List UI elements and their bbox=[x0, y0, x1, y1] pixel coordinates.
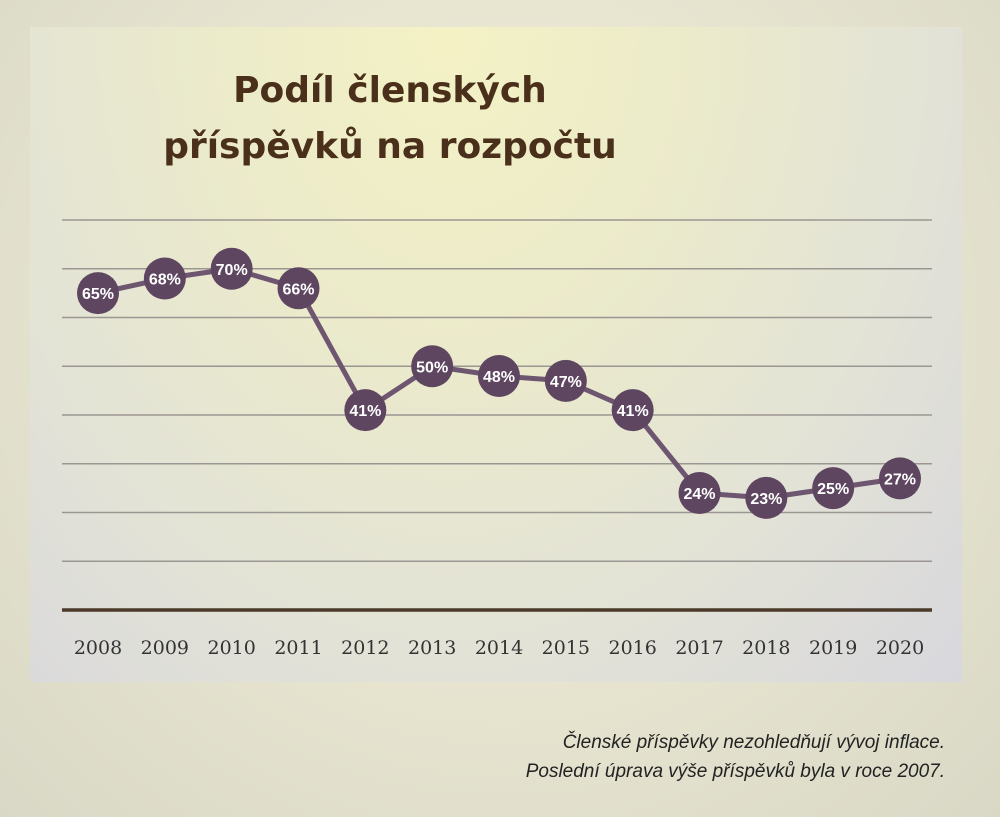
data-point-marker bbox=[745, 476, 788, 519]
data-label: 23% bbox=[750, 491, 782, 508]
x-tick-label: 2012 bbox=[341, 637, 389, 659]
data-label: 50% bbox=[416, 359, 448, 376]
x-tick-label: 2008 bbox=[74, 637, 122, 659]
data-label: 68% bbox=[149, 272, 181, 289]
data-point-marker bbox=[210, 247, 253, 290]
data-point-marker bbox=[277, 267, 320, 310]
x-tick-label: 2018 bbox=[742, 637, 790, 659]
data-label: 25% bbox=[817, 481, 849, 498]
data-point-marker bbox=[143, 257, 186, 300]
data-label: 70% bbox=[216, 262, 248, 279]
chart-title: Podíl členských příspěvků na rozpočtu bbox=[163, 70, 617, 167]
data-label: 47% bbox=[550, 374, 582, 391]
data-point-marker bbox=[879, 457, 921, 500]
data-label: 41% bbox=[617, 403, 649, 420]
data-point-marker bbox=[611, 389, 654, 432]
x-tick-label: 2014 bbox=[475, 637, 523, 659]
data-label: 65% bbox=[82, 286, 114, 303]
data-point-marker bbox=[544, 359, 587, 402]
data-label: 41% bbox=[349, 403, 381, 420]
x-tick-label: 2015 bbox=[542, 637, 590, 659]
data-point-marker bbox=[478, 355, 520, 397]
data-label: 48% bbox=[483, 369, 515, 386]
footnote-line-2: Poslední úprava výše příspěvků byla v ro… bbox=[525, 761, 945, 782]
footnote: Členské příspěvky nezohledňují vývoj inf… bbox=[385, 728, 945, 786]
data-point-marker bbox=[344, 389, 387, 432]
x-tick-label: 2010 bbox=[207, 637, 255, 659]
grid-lines bbox=[62, 219, 932, 612]
x-tick-label: 2011 bbox=[274, 637, 322, 659]
data-label: 66% bbox=[282, 281, 314, 298]
data-label: 24% bbox=[683, 486, 715, 503]
data-point-marker bbox=[812, 467, 855, 510]
x-tick-label: 2017 bbox=[675, 637, 723, 659]
data-point-marker bbox=[77, 272, 119, 315]
x-tick-label: 2019 bbox=[809, 637, 857, 659]
data-points: 65% 68% 70% 66% 41% 50% 48% 47% 41% 24% 23% 25% 27% bbox=[77, 247, 921, 519]
x-tick-label: 2016 bbox=[608, 637, 656, 659]
footnote-line-1: Členské příspěvky nezohledňují vývoj inf… bbox=[562, 732, 945, 753]
x-tick-label: 2013 bbox=[408, 637, 456, 659]
slide-panel: Podíl členských příspěvků na rozpočtu bbox=[30, 27, 962, 682]
x-tick-label: 2009 bbox=[141, 637, 189, 659]
data-label: 27% bbox=[884, 471, 916, 488]
data-point-marker bbox=[411, 345, 454, 388]
data-point-marker bbox=[678, 472, 721, 514]
x-axis-ticks: 2008 2009 2010 2011 2012 2013 2014 2015 2016 2017… bbox=[74, 637, 924, 659]
x-tick-label: 2020 bbox=[876, 637, 924, 659]
